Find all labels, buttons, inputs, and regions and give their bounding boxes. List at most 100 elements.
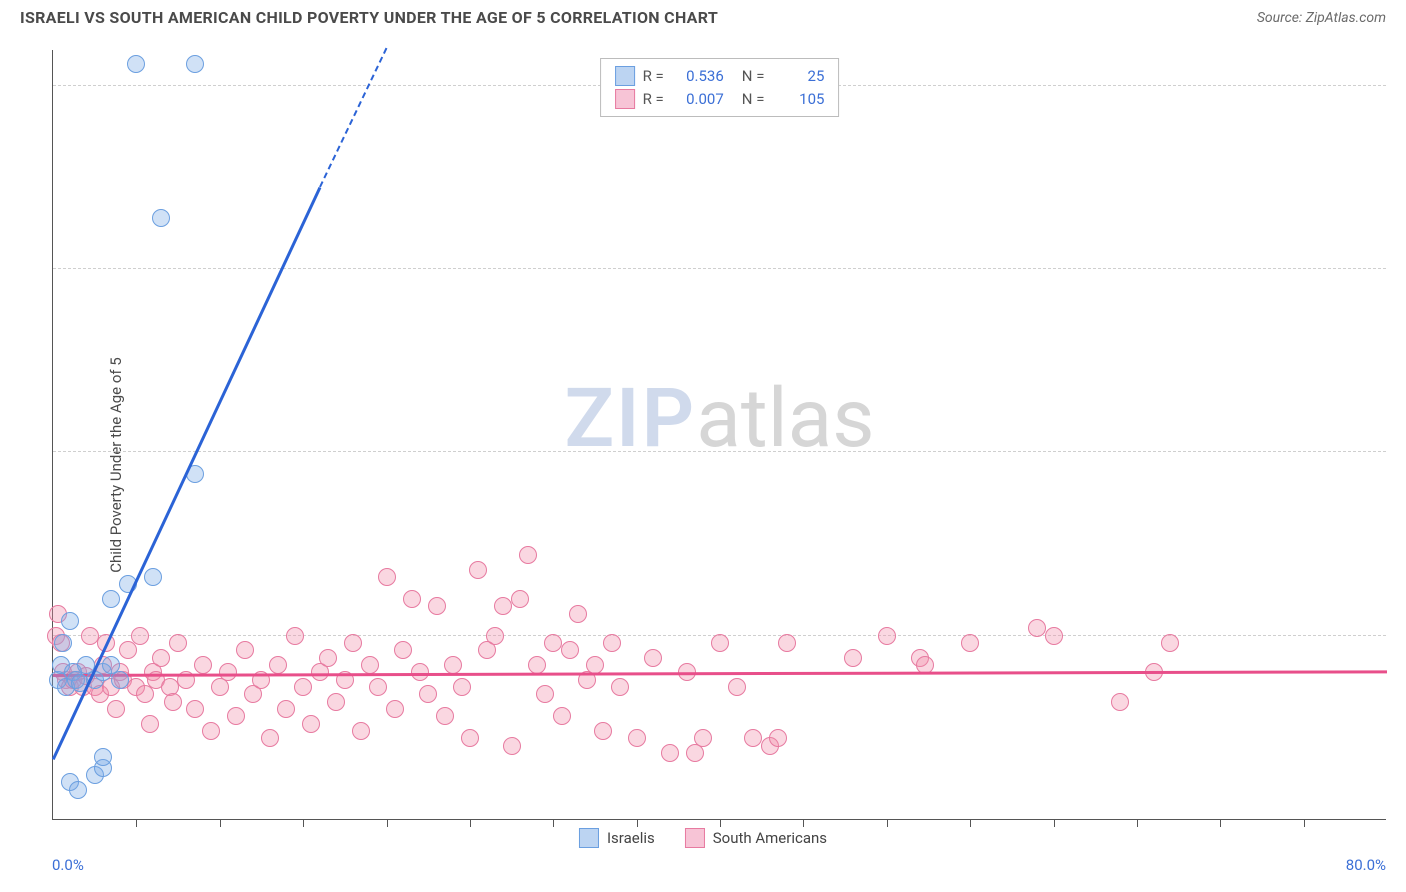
data-point	[386, 700, 404, 718]
data-point	[269, 656, 287, 674]
data-point	[494, 597, 512, 615]
x-tick	[637, 819, 638, 827]
data-point	[1028, 619, 1046, 637]
data-point	[661, 744, 679, 762]
data-point	[302, 715, 320, 733]
gridline-h	[53, 451, 1386, 452]
data-point	[603, 634, 621, 652]
data-point	[169, 634, 187, 652]
legend-item: Israelis	[579, 828, 655, 848]
data-point	[164, 693, 182, 711]
data-point	[961, 634, 979, 652]
data-point	[561, 641, 579, 659]
data-point	[261, 729, 279, 747]
x-tick	[553, 819, 554, 827]
stats-legend: R = 0.536N = 25R = 0.007N = 105	[600, 58, 840, 117]
legend-item: South Americans	[685, 828, 827, 848]
legend-swatch	[615, 89, 635, 109]
data-point	[536, 685, 554, 703]
trend-line-extrapolated	[319, 48, 388, 188]
x-tick	[387, 819, 388, 827]
data-point	[394, 641, 412, 659]
data-point	[403, 590, 421, 608]
data-point	[107, 700, 125, 718]
r-label: R =	[643, 88, 664, 111]
r-value: 0.007	[672, 88, 724, 111]
y-tick-label: 25.0%	[1394, 609, 1406, 627]
data-point	[327, 693, 345, 711]
data-point	[628, 729, 646, 747]
data-point	[186, 700, 204, 718]
legend-label: South Americans	[713, 829, 827, 847]
data-point	[186, 55, 204, 73]
data-point	[286, 627, 304, 645]
data-point	[769, 729, 787, 747]
data-point	[152, 649, 170, 667]
data-point	[119, 641, 137, 659]
data-point	[69, 781, 87, 799]
n-label: N =	[742, 65, 765, 88]
data-point	[1045, 627, 1063, 645]
x-tick	[720, 819, 721, 827]
x-tick	[1054, 819, 1055, 827]
series-legend: Israelis South Americans	[579, 828, 827, 848]
x-axis-min-label: 0.0%	[52, 856, 84, 874]
data-point	[369, 678, 387, 696]
data-point	[528, 656, 546, 674]
data-point	[611, 678, 629, 696]
legend-swatch	[579, 828, 599, 848]
data-point	[778, 634, 796, 652]
data-point	[878, 627, 896, 645]
x-tick	[136, 819, 137, 827]
data-point	[361, 656, 379, 674]
data-point	[1161, 634, 1179, 652]
data-point	[644, 649, 662, 667]
chart-container: Child Poverty Under the Age of 5 ZIPatla…	[0, 38, 1406, 892]
plot-area: ZIPatlas R = 0.536N = 25R = 0.007N = 105…	[52, 50, 1386, 820]
x-tick	[1137, 819, 1138, 827]
n-value: 25	[772, 65, 824, 88]
data-point	[344, 634, 362, 652]
data-point	[519, 546, 537, 564]
data-point	[569, 605, 587, 623]
x-tick	[1304, 819, 1305, 827]
data-point	[277, 700, 295, 718]
data-point	[444, 656, 462, 674]
data-point	[54, 634, 72, 652]
n-label: N =	[742, 88, 765, 111]
legend-swatch	[685, 828, 705, 848]
x-tick	[970, 819, 971, 827]
data-point	[503, 737, 521, 755]
data-point	[728, 678, 746, 696]
data-point	[744, 729, 762, 747]
r-label: R =	[643, 65, 664, 88]
data-point	[1111, 693, 1129, 711]
data-point	[486, 627, 504, 645]
data-point	[202, 722, 220, 740]
data-point	[352, 722, 370, 740]
data-point	[81, 627, 99, 645]
x-axis-max-label: 80.0%	[1346, 856, 1386, 874]
data-point	[461, 729, 479, 747]
data-point	[378, 568, 396, 586]
data-point	[131, 627, 149, 645]
data-point	[102, 590, 120, 608]
gridline-h	[53, 268, 1386, 269]
stats-row: R = 0.007 N = 105	[615, 88, 825, 111]
data-point	[127, 55, 145, 73]
x-tick	[303, 819, 304, 827]
watermark: ZIPatlas	[564, 371, 874, 467]
data-point	[219, 663, 237, 681]
data-point	[152, 209, 170, 227]
data-point	[141, 715, 159, 733]
data-point	[694, 729, 712, 747]
data-point	[144, 568, 162, 586]
data-point	[419, 685, 437, 703]
data-point	[428, 597, 446, 615]
trend-line	[53, 670, 1387, 676]
data-point	[544, 634, 562, 652]
data-point	[94, 748, 112, 766]
source-attribution: Source: ZipAtlas.com	[1257, 10, 1386, 26]
data-point	[594, 722, 612, 740]
n-value: 105	[772, 88, 824, 111]
